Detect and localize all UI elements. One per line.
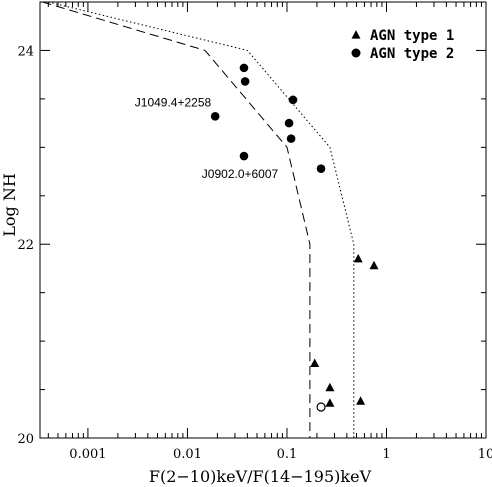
legend-label-type1: AGN type 1 <box>370 28 454 44</box>
point-agn-type2 <box>288 95 298 105</box>
legend-triangle-marker <box>351 30 361 39</box>
x-axis-title: F(2−10)keV/F(14−195)keV <box>149 467 372 486</box>
point-agn-type2 <box>239 151 249 161</box>
dashed-model-curve <box>42 1 311 438</box>
y-tick-label: 24 <box>17 44 34 59</box>
point-agn-type1 <box>353 253 363 263</box>
point-agn-type2 <box>286 134 296 143</box>
point-open-circle <box>316 402 326 412</box>
point-agn-type2 <box>316 164 326 173</box>
point-agn-type1 <box>325 398 335 407</box>
x-tick-label: 0.1 <box>277 447 298 462</box>
axis-ticks: 0.001 0.01 0.1 1 10 20 22 24 <box>17 1 492 462</box>
dotted-model-curve <box>48 1 355 438</box>
plot-frame <box>39 1 487 439</box>
x-tick-label: 0.01 <box>173 447 202 462</box>
x-tick-label: 1 <box>382 447 390 462</box>
point-agn-type2 <box>239 63 249 73</box>
y-tick-label: 20 <box>17 432 34 447</box>
y-axis-title: Log NH <box>0 173 19 237</box>
legend-circle-marker <box>351 48 361 58</box>
point-agn-type2 <box>210 112 220 121</box>
plot-border <box>39 1 487 439</box>
x-tick-label: 10 <box>478 447 492 462</box>
annotation-j0902: J0902.0+6007 <box>202 167 279 181</box>
legend-markers <box>351 30 361 58</box>
point-agn-type2 <box>240 77 250 86</box>
annotation-j1049: J1049.4+2258 <box>135 95 212 109</box>
y-tick-label: 22 <box>17 238 34 253</box>
point-agn-type1 <box>356 396 366 405</box>
point-agn-type1 <box>310 358 320 367</box>
point-agn-type2 <box>284 118 294 128</box>
x-tick-label: 0.001 <box>69 447 106 462</box>
data-points <box>210 63 379 412</box>
model-curves <box>42 1 355 438</box>
legend-label-type2: AGN type 2 <box>370 46 454 62</box>
legend: AGN type 1 AGN type 2 <box>351 28 454 62</box>
point-agn-type1 <box>369 260 379 270</box>
point-agn-type1 <box>325 382 335 392</box>
